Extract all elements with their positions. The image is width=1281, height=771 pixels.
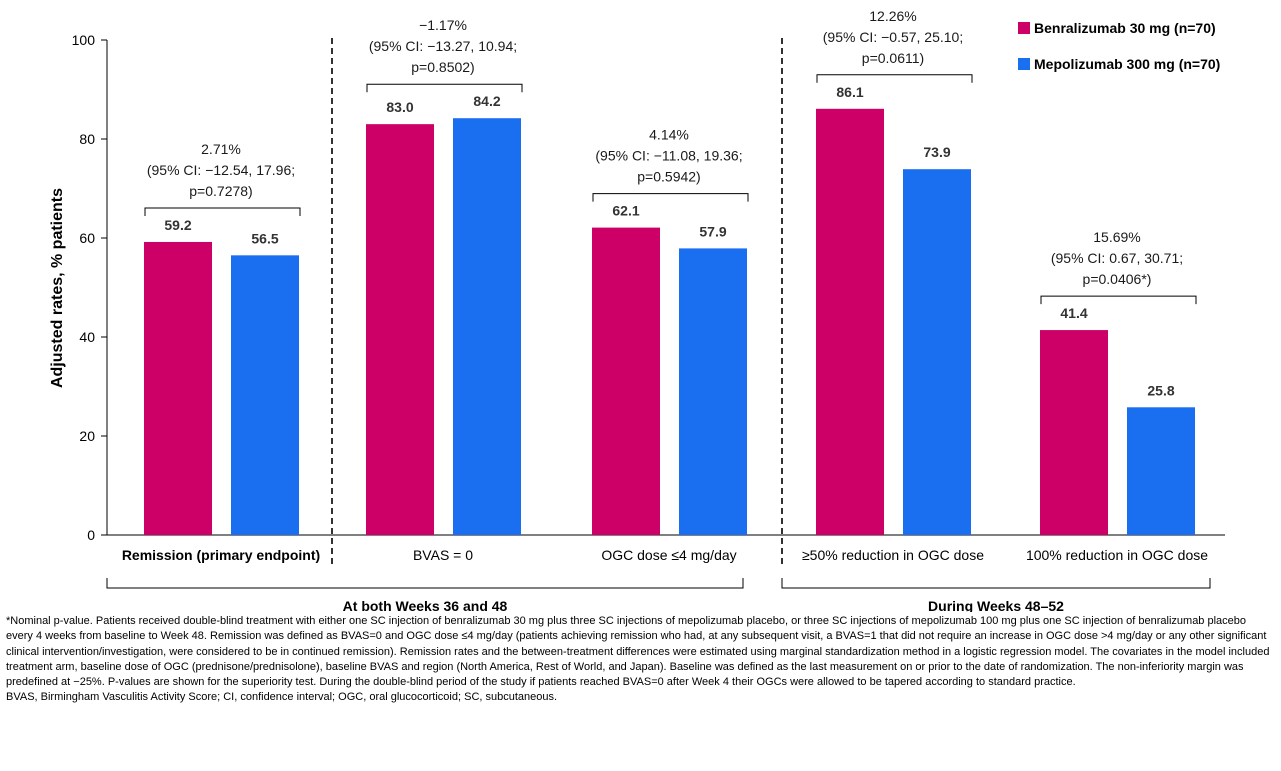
bar: [816, 108, 884, 536]
annotation-line: −1.17%: [419, 17, 467, 33]
annotation-line: 4.14%: [649, 127, 689, 143]
category-label: OGC dose ≤4 mg/day: [601, 547, 736, 563]
footnote-main: *Nominal p-value. Patients received doub…: [6, 615, 1270, 689]
annotation-line: p=0.5942): [637, 169, 700, 185]
annotation-line: (95% CI: −11.08, 19.36;: [595, 148, 742, 164]
legend-label: Mepolizumab 300 mg (n=70): [1034, 56, 1220, 72]
y-tick-label: 0: [87, 527, 95, 543]
footnote-abbreviations: BVAS, Birmingham Vasculitis Activity Sco…: [6, 691, 558, 704]
legend-swatch: [1018, 22, 1030, 34]
data-label: 86.1: [836, 84, 863, 100]
data-label: 57.9: [699, 223, 726, 239]
annotation-line: (95% CI: −0.57, 25.10;: [823, 29, 963, 45]
y-tick-label: 100: [72, 32, 96, 48]
bar: [903, 169, 971, 535]
group-label: During Weeks 48–52: [928, 598, 1064, 612]
annotation-line: p=0.0406*): [1083, 271, 1152, 287]
data-label: 73.9: [923, 144, 950, 160]
bar-chart: Adjusted rates, % patients 0 20 40 60 80 100 5…: [49, 8, 1225, 612]
annotation-line: 15.69%: [1093, 229, 1140, 245]
category-label: Remission (primary endpoint): [122, 547, 320, 563]
category-label: ≥50% reduction in OGC dose: [802, 547, 984, 563]
y-tick-label: 40: [79, 329, 95, 345]
data-label: 84.2: [473, 93, 500, 109]
legend-label: Benralizumab 30 mg (n=70): [1034, 20, 1216, 36]
comparison-bracket: [816, 74, 973, 83]
y-tick-label: 80: [79, 131, 95, 147]
data-label: 41.4: [1060, 305, 1087, 321]
bar: [1040, 330, 1108, 535]
bar: [366, 124, 434, 536]
annotation-line: 2.71%: [201, 141, 241, 157]
comparison-bracket: [366, 83, 523, 93]
data-label: 56.5: [251, 230, 278, 246]
annotation-line: p=0.0611): [862, 50, 924, 66]
bar: [679, 248, 747, 535]
comparison-bracket: [1040, 295, 1197, 305]
bar: [592, 227, 660, 536]
group-bracket: [781, 578, 1211, 589]
annotation-line: (95% CI: −12.54, 17.96;: [147, 162, 295, 178]
legend-swatch: [1018, 58, 1030, 70]
group-bracket: [106, 578, 744, 589]
annotation-line: (95% CI: −13.27, 10.94;: [369, 38, 517, 54]
group-label: At both Weeks 36 and 48: [343, 598, 508, 612]
comparison-bracket: [592, 193, 749, 202]
bar: [1127, 407, 1195, 535]
bar: [231, 255, 299, 535]
annotation-line: 12.26%: [869, 8, 916, 24]
data-label: 25.8: [1147, 382, 1174, 398]
footnote-block: *Nominal p-value. Patients received doub…: [6, 614, 1274, 706]
annotation-line: p=0.7278): [189, 183, 252, 199]
y-tick-label: 20: [79, 428, 95, 444]
y-axis-label: Adjusted rates, % patients: [49, 188, 66, 388]
bar: [453, 118, 521, 536]
data-label: 83.0: [386, 99, 413, 115]
comparison-bracket: [144, 207, 301, 216]
y-tick-label: 60: [79, 230, 95, 246]
data-label: 62.1: [612, 203, 639, 219]
category-label: BVAS = 0: [413, 547, 473, 563]
data-label: 59.2: [164, 217, 191, 233]
bar: [144, 241, 212, 535]
annotation-line: p=0.8502): [411, 59, 474, 75]
annotation-line: (95% CI: 0.67, 30.71;: [1051, 250, 1183, 266]
category-label: 100% reduction in OGC dose: [1026, 547, 1208, 563]
